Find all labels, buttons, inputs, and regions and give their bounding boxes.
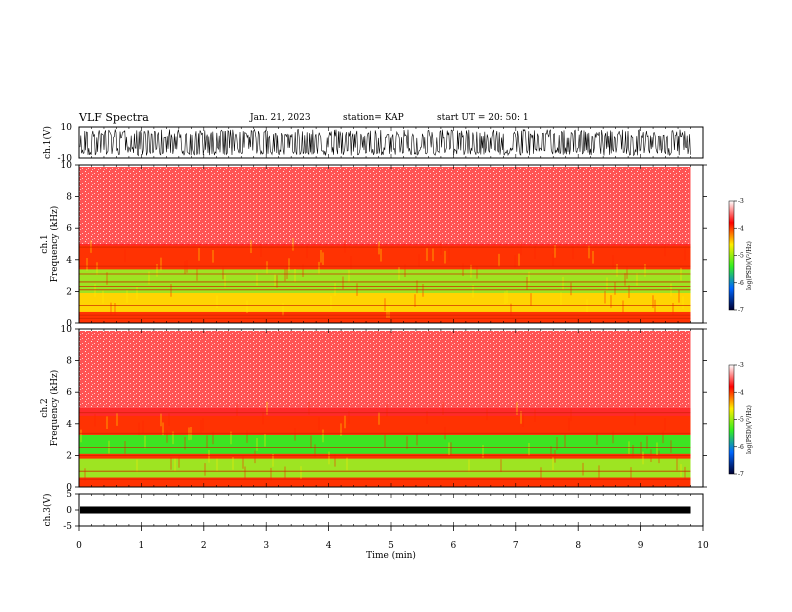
ch2-band <box>79 415 691 435</box>
ch1-speckle <box>79 167 691 244</box>
ch2-band <box>79 477 691 487</box>
x-axis-tick-label: 9 <box>638 541 644 551</box>
ch1-colorbar-tick-label: -6 <box>738 280 744 287</box>
ch1-ytick-label: -10 <box>58 154 73 164</box>
x-axis-tick-label: 8 <box>575 541 581 551</box>
x-axis-tick-label: 4 <box>326 541 332 551</box>
figure-title: VLF Spectra <box>79 111 149 124</box>
x-axis-tick-label: 0 <box>76 541 82 551</box>
ch1-ytick-label: 2 <box>66 287 72 297</box>
colorbar-2-label: log(PSD)(V²/Hz) <box>746 405 753 454</box>
ch1-ytick-label: 6 <box>66 224 72 234</box>
ch1-empty-region <box>690 165 703 323</box>
ch1-ytick-label: 4 <box>66 256 72 266</box>
ch2-speckle <box>79 331 691 408</box>
ch2-ylabel-frequency: Frequency (kHz) <box>49 370 60 447</box>
ch1-colorbar-tick-label: -5 <box>738 253 744 260</box>
ch1-spectrogram-image <box>79 167 691 323</box>
ch3-ytick-label: 0 <box>66 506 72 516</box>
ch1-waveform-line <box>79 128 691 157</box>
x-axis-tick-label: 3 <box>263 541 269 551</box>
ch1-spectrogram-panel: 0 2 4 6 8 10 ch.1 Frequency (kHz) -3 -4 -5 -6 -7 <box>40 161 744 329</box>
x-axis-label: Time (min) <box>366 550 416 561</box>
ch2-colorbar-tick-label: -3 <box>738 362 744 369</box>
x-axis-tick-label: 10 <box>697 541 709 551</box>
ch2-colorbar <box>728 364 735 475</box>
ch1-band <box>79 311 691 323</box>
ch1-ytick-label: 10 <box>61 161 73 171</box>
ch1-colorbar-tick-label: -7 <box>738 307 744 314</box>
ch2-ytick-label: 8 <box>66 357 72 367</box>
ch3-ylabel: ch.3(V) <box>42 494 53 527</box>
ch2-ytick-label: 2 <box>66 451 72 461</box>
ch1-colorbar <box>728 200 735 311</box>
x-axis-tick-label: 6 <box>451 541 457 551</box>
ch1-ylabel-frequency: Frequency (kHz) <box>49 206 60 283</box>
ch1-ytick-label: 0 <box>66 319 72 329</box>
ch2-spectrogram-image <box>79 331 691 487</box>
ch2-spectrogram-panel: 0 2 4 6 8 10 ch.2 Frequency (kHz) -3 -4 -5 -6 -7 <box>40 325 744 493</box>
ch2-colorbar-tick-label: -7 <box>738 471 744 478</box>
ch1-band <box>79 245 691 270</box>
ch1-ytick-label: 10 <box>61 123 73 133</box>
ch2-ytick-label: 4 <box>66 420 72 430</box>
x-axis-tick-label: 7 <box>513 541 519 551</box>
ch2-colorbar-tick-label: -4 <box>738 389 744 396</box>
ch2-colorbar-tick-label: -6 <box>738 444 744 451</box>
ch2-ylabel-channel: ch.2 <box>40 398 50 417</box>
ch2-ytick-label: 6 <box>66 388 72 398</box>
ch1-colorbar-tick-label: -3 <box>738 198 744 205</box>
ch1-ylabel-channel: ch.1 <box>40 234 50 253</box>
ch3-ytick-label: 5 <box>66 490 72 500</box>
ch3-ytick-label: -5 <box>63 522 72 532</box>
ch1-colorbar-tick-label: -4 <box>738 225 744 232</box>
x-axis-tick-label: 1 <box>139 541 145 551</box>
start-time-label: start UT = 20: 50: 1 <box>437 113 529 123</box>
date-label: Jan. 21, 2023 <box>250 113 311 123</box>
ch1-ytick-label: 8 <box>66 193 72 203</box>
ch3-waveform-panel: 5 0 -5 ch.3(V) 0 1 2 3 4 5 6 7 8 9 10 Time (min) <box>42 490 709 561</box>
station-label: station= KAP <box>343 113 404 123</box>
ch2-empty-region <box>690 329 703 487</box>
x-axis-tick-label: 2 <box>201 541 207 551</box>
ch2-band <box>79 453 691 459</box>
ch1-ylabel: ch.1(V) <box>42 126 53 159</box>
ch2-ytick-label: 0 <box>66 483 72 493</box>
ch2-band <box>79 458 691 478</box>
colorbar-1-label: log(PSD)(V²/Hz) <box>746 241 753 290</box>
ch2-ytick-label: 10 <box>61 325 73 335</box>
ch2-colorbar-tick-label: -5 <box>738 417 744 424</box>
ch3-waveform-trace <box>80 506 691 514</box>
x-axis-tick-label: 5 <box>388 541 394 551</box>
ch1-waveform-panel: 10 -10 ch.1(V) <box>42 123 704 164</box>
